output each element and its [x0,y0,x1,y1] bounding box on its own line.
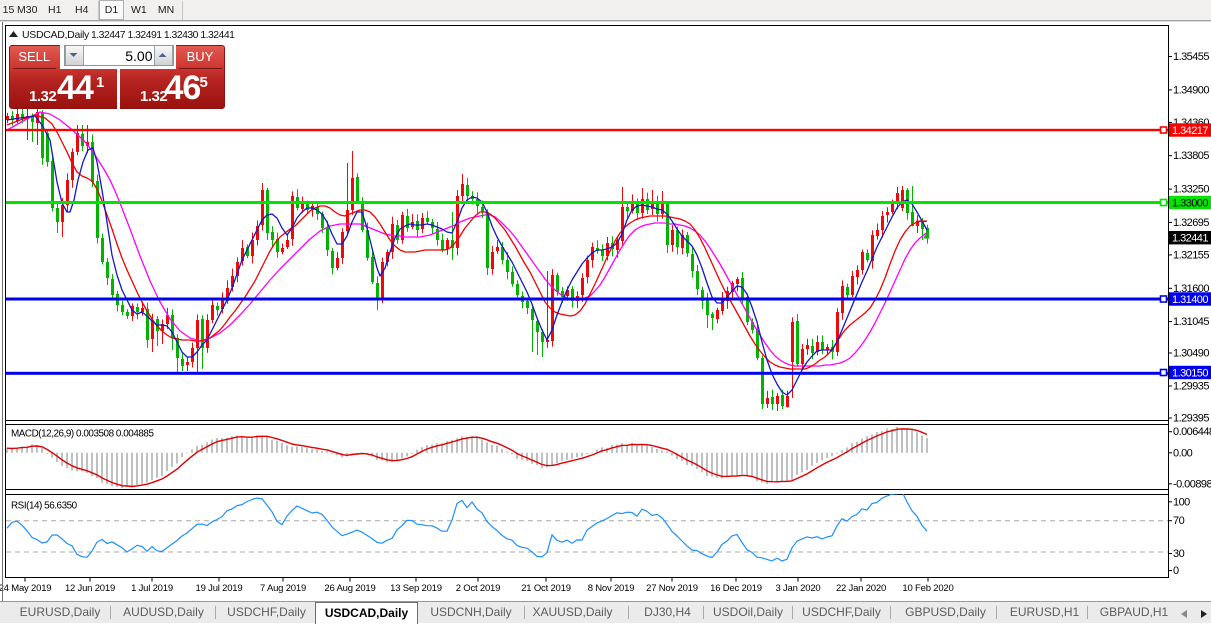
svg-text:1.29935: 1.29935 [1173,381,1209,393]
svg-text:1.31400: 1.31400 [1172,294,1208,306]
svg-text:1.32695: 1.32695 [1173,217,1209,229]
svg-text:1.32447 1.32491 1.32430 1.3244: 1.32447 1.32491 1.32430 1.32441 [91,30,235,41]
svg-text:21 Oct 2019: 21 Oct 2019 [521,583,571,594]
svg-text:0.00: 0.00 [1173,447,1193,459]
svg-text:1.31045: 1.31045 [1173,316,1209,328]
svg-text:1.31600: 1.31600 [1173,283,1209,295]
svg-text:USDCAD,Daily: USDCAD,Daily [22,29,90,41]
svg-text:10 Feb 2020: 10 Feb 2020 [902,583,953,594]
svg-text:1.34217: 1.34217 [1172,125,1208,137]
svg-text:1.30150: 1.30150 [1172,367,1208,379]
svg-text:30: 30 [1173,548,1185,560]
svg-text:16 Dec 2019: 16 Dec 2019 [710,583,762,594]
svg-text:1 Jul 2019: 1 Jul 2019 [131,583,173,594]
svg-text:-0.008982: -0.008982 [1173,478,1211,490]
svg-text:2 Oct 2019: 2 Oct 2019 [456,583,500,594]
svg-text:1.32441: 1.32441 [1172,233,1208,245]
svg-text:RSI(14) 56.6350: RSI(14) 56.6350 [11,500,78,511]
svg-text:1.34360: 1.34360 [1173,117,1209,129]
svg-text:27 Nov 2019: 27 Nov 2019 [646,583,698,594]
svg-text:70: 70 [1173,515,1185,527]
svg-text:1.32155: 1.32155 [1173,249,1209,261]
svg-text:100: 100 [1173,496,1190,508]
svg-text:12 Jun 2019: 12 Jun 2019 [65,583,115,594]
svg-text:13 Sep 2019: 13 Sep 2019 [390,583,442,594]
svg-text:1.34900: 1.34900 [1173,84,1209,96]
svg-text:8 Nov 2019: 8 Nov 2019 [588,583,635,594]
svg-text:1.30490: 1.30490 [1173,348,1209,360]
svg-text:19 Jul 2019: 19 Jul 2019 [196,583,243,594]
svg-text:1.33805: 1.33805 [1173,150,1209,162]
svg-text:0: 0 [1173,565,1179,577]
svg-text:1.29395: 1.29395 [1173,413,1209,425]
svg-text:1.33250: 1.33250 [1173,184,1209,196]
svg-text:26 Aug 2019: 26 Aug 2019 [324,583,375,594]
svg-text:MACD(12,26,9) 0.003508 0.00488: MACD(12,26,9) 0.003508 0.004885 [11,429,154,440]
svg-text:3 Jan 2020: 3 Jan 2020 [775,583,820,594]
svg-text:1.33000: 1.33000 [1172,197,1208,209]
svg-text:24 May 2019: 24 May 2019 [0,583,51,594]
svg-text:0.006448: 0.006448 [1173,426,1211,438]
svg-text:7 Aug 2019: 7 Aug 2019 [260,583,306,594]
svg-text:22 Jan 2020: 22 Jan 2020 [836,583,886,594]
svg-text:1.35455: 1.35455 [1173,51,1209,63]
